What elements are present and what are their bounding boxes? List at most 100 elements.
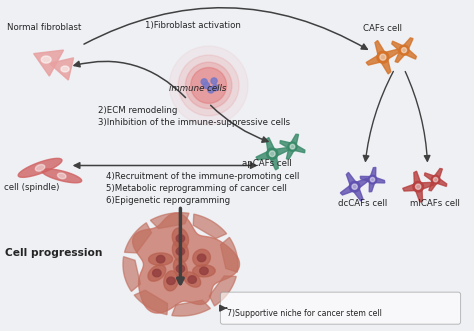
Polygon shape <box>266 137 276 155</box>
Polygon shape <box>220 237 238 272</box>
Polygon shape <box>167 277 175 285</box>
Polygon shape <box>156 256 165 263</box>
Polygon shape <box>148 253 173 265</box>
Polygon shape <box>49 58 73 80</box>
Polygon shape <box>36 165 45 171</box>
Polygon shape <box>401 38 413 52</box>
Text: immune cells: immune cells <box>169 84 226 93</box>
Polygon shape <box>403 183 419 191</box>
Polygon shape <box>286 145 296 159</box>
Polygon shape <box>176 235 185 242</box>
Polygon shape <box>188 276 196 283</box>
Polygon shape <box>292 144 305 153</box>
Polygon shape <box>429 178 438 191</box>
Circle shape <box>211 78 217 84</box>
Polygon shape <box>148 265 166 281</box>
Text: Normal fibroblast: Normal fibroblast <box>7 23 82 32</box>
Polygon shape <box>351 185 363 201</box>
Polygon shape <box>183 272 201 287</box>
Polygon shape <box>401 48 407 53</box>
Polygon shape <box>290 144 295 149</box>
Polygon shape <box>290 134 299 148</box>
Text: 2)ECM remodeling: 2)ECM remodeling <box>98 106 177 115</box>
Polygon shape <box>370 167 376 180</box>
Polygon shape <box>197 254 206 261</box>
Polygon shape <box>123 257 140 291</box>
Circle shape <box>178 55 239 116</box>
Circle shape <box>203 82 210 88</box>
Polygon shape <box>360 176 373 183</box>
Polygon shape <box>173 259 187 279</box>
Polygon shape <box>399 45 409 55</box>
Polygon shape <box>370 177 375 182</box>
Circle shape <box>208 87 214 93</box>
Text: 5)Metabolic reprogramming of cancer cell: 5)Metabolic reprogramming of cancer cell <box>106 184 287 193</box>
Text: apCAFs cell: apCAFs cell <box>242 160 292 168</box>
Text: 1)Fibroblast activation: 1)Fibroblast activation <box>145 21 241 30</box>
Text: 7)Supportive niche for cancer stem cell: 7)Supportive niche for cancer stem cell <box>227 309 382 318</box>
Circle shape <box>185 62 232 109</box>
Polygon shape <box>280 141 294 150</box>
Polygon shape <box>372 177 385 183</box>
Text: mICAFs cell: mICAFs cell <box>410 199 460 208</box>
Text: dcCAFs cell: dcCAFs cell <box>338 199 387 208</box>
Polygon shape <box>433 168 442 181</box>
Polygon shape <box>433 177 438 182</box>
Polygon shape <box>288 142 297 151</box>
Polygon shape <box>379 56 391 74</box>
Polygon shape <box>193 214 227 239</box>
Polygon shape <box>416 184 421 189</box>
Polygon shape <box>41 56 51 63</box>
Polygon shape <box>366 53 384 65</box>
Polygon shape <box>392 41 406 53</box>
Polygon shape <box>172 228 189 249</box>
Polygon shape <box>57 173 66 179</box>
Polygon shape <box>381 49 400 61</box>
Polygon shape <box>153 269 161 277</box>
Polygon shape <box>352 184 357 189</box>
Polygon shape <box>395 48 407 63</box>
Text: CAFs cell: CAFs cell <box>363 24 402 33</box>
Polygon shape <box>134 290 167 315</box>
Polygon shape <box>172 300 210 316</box>
Polygon shape <box>210 276 236 306</box>
Polygon shape <box>133 213 239 313</box>
Polygon shape <box>414 186 422 202</box>
Polygon shape <box>176 265 185 272</box>
Text: cell (spindle): cell (spindle) <box>4 183 59 192</box>
Polygon shape <box>375 40 387 59</box>
Polygon shape <box>193 249 210 266</box>
Circle shape <box>212 85 219 91</box>
FancyBboxPatch shape <box>220 292 461 324</box>
Text: Cell progression: Cell progression <box>5 248 103 258</box>
Polygon shape <box>346 172 358 188</box>
Text: 4)Recruitment of the immune-promoting cell: 4)Recruitment of the immune-promoting ce… <box>106 172 300 181</box>
Polygon shape <box>34 50 64 76</box>
Circle shape <box>191 68 227 103</box>
Polygon shape <box>434 177 447 186</box>
Polygon shape <box>377 51 389 63</box>
Polygon shape <box>402 47 416 59</box>
Polygon shape <box>431 175 440 184</box>
Polygon shape <box>349 181 360 192</box>
Polygon shape <box>413 181 423 192</box>
Polygon shape <box>271 148 288 158</box>
Polygon shape <box>193 265 215 277</box>
Polygon shape <box>380 54 386 60</box>
Polygon shape <box>269 151 275 157</box>
Circle shape <box>201 79 207 85</box>
Polygon shape <box>418 182 434 190</box>
Polygon shape <box>353 178 369 190</box>
Circle shape <box>169 46 248 125</box>
Polygon shape <box>176 248 185 255</box>
Polygon shape <box>267 148 278 159</box>
Polygon shape <box>414 171 422 187</box>
Polygon shape <box>173 240 188 262</box>
Polygon shape <box>61 66 69 72</box>
Polygon shape <box>125 223 152 253</box>
Polygon shape <box>268 153 278 170</box>
Text: 6)Epigenetic reprogramming: 6)Epigenetic reprogramming <box>106 196 230 205</box>
Polygon shape <box>164 271 178 291</box>
Polygon shape <box>200 267 208 275</box>
Polygon shape <box>42 169 82 183</box>
